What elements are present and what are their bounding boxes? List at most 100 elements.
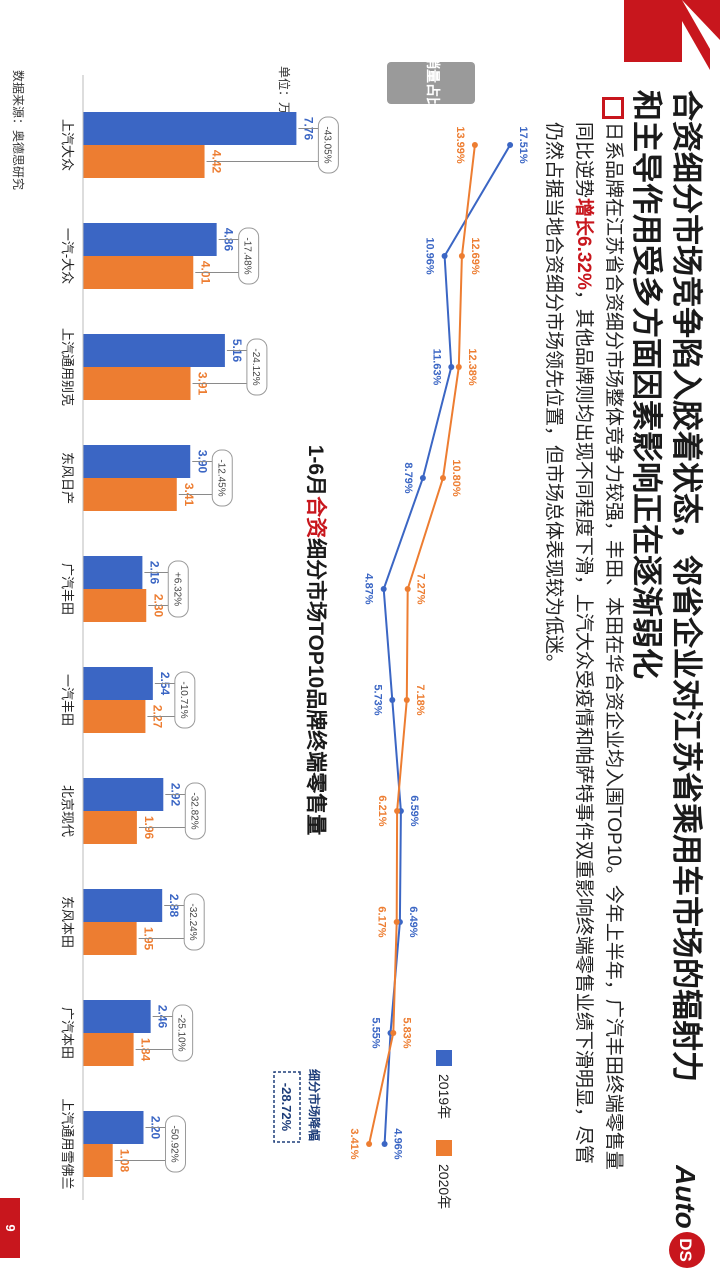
bar-2019: [83, 223, 217, 256]
share-label-2019: 6.49%: [407, 906, 419, 937]
share-point-2020: [455, 364, 462, 370]
growth-pill: [172, 1004, 194, 1062]
page-number: 9: [0, 1198, 20, 1258]
share-point-2020: [471, 142, 478, 148]
category-label: 上汽通用别克: [60, 328, 75, 406]
bar-2019: [82, 667, 153, 700]
share-label-2019: 17.51%: [517, 126, 529, 164]
bar-2020: [83, 256, 194, 289]
share-label-2019: 10.96%: [424, 237, 436, 275]
category-label: 北京现代: [60, 785, 75, 837]
share-badge: [387, 62, 475, 104]
category-label: 东风本田: [60, 896, 75, 948]
segment-change-label: 细分市场降幅: [307, 1069, 322, 1141]
bar-2020: [83, 1144, 113, 1177]
segment-change-box: [273, 1071, 301, 1143]
share-label-2020: 6.17%: [376, 906, 388, 937]
share-point-2020: [440, 475, 446, 481]
bar-2019: [83, 1111, 144, 1144]
share-label-2019: 11.63%: [430, 349, 442, 386]
bar-2019: [83, 112, 297, 145]
bar-2019: [83, 1000, 151, 1033]
bar-2019: [83, 889, 163, 922]
bar-2020: [83, 811, 137, 844]
bar-2020: [82, 145, 205, 178]
growth-label: -43.05%: [321, 126, 332, 163]
bar-2020: [83, 478, 177, 511]
share-label-2019: 5.73%: [371, 684, 383, 715]
share-point-2019: [507, 142, 514, 148]
data-source: 数据来源：奥德思研究: [11, 70, 25, 191]
growth-pill: [183, 893, 205, 951]
legend-label-2019: 2019年: [436, 1074, 452, 1119]
growth-pill: [184, 782, 206, 840]
growth-label: -24.12%: [250, 348, 261, 385]
growth-label: -32.24%: [187, 903, 198, 940]
share-point-2020: [390, 1030, 397, 1036]
legend-swatch-2019: [436, 1050, 452, 1066]
bar-2020: [82, 1033, 134, 1066]
share-label-2020: 7.18%: [414, 684, 426, 715]
category-label: 一汽丰田: [60, 674, 75, 726]
share-badge-label: 销量占比: [425, 55, 441, 111]
growth-pill: [246, 338, 268, 396]
share-label-2019: 5.55%: [370, 1017, 382, 1048]
growth-label: -17.48%: [242, 237, 253, 274]
growth-pill: [211, 449, 233, 507]
growth-pill: [238, 227, 260, 285]
share-label-2020: 10.80%: [450, 459, 462, 497]
category-label: 上汽通用雪佛兰: [60, 1098, 75, 1189]
category-label: 上汽大众: [60, 119, 75, 171]
bar-2019: [82, 778, 164, 811]
bar-2019: [83, 556, 143, 589]
bar-2020: [83, 589, 147, 622]
share-point-2020: [404, 586, 411, 592]
share-label-2020: 12.38%: [466, 348, 478, 386]
unit-label: 单位：万辆: [277, 66, 292, 126]
share-point-2019: [448, 364, 455, 370]
logo-text-auto: Auto: [670, 1165, 701, 1229]
bar-2019: [83, 334, 225, 367]
growth-pill: [165, 1115, 186, 1173]
growth-label: -32.82%: [188, 792, 199, 829]
growth-label: -50.92%: [169, 1125, 180, 1162]
growth-label: -25.10%: [176, 1014, 187, 1051]
share-line-2020: [368, 144, 476, 1145]
growth-pill: [317, 116, 339, 174]
share-point-2020: [458, 253, 465, 259]
category-label: 广汽本田: [60, 1007, 75, 1059]
share-point-2019: [380, 586, 387, 592]
share-line-2019: [382, 144, 511, 1145]
category-label: 广汽丰田: [60, 563, 75, 615]
category-label: 一汽-大众: [60, 228, 75, 284]
bar-2020: [83, 367, 191, 400]
bar-2019: [83, 445, 191, 478]
legend-label-2020: 2020年: [436, 1164, 452, 1209]
growth-pill: [167, 560, 189, 618]
growth-pill: [174, 671, 196, 729]
share-point-2019: [389, 697, 396, 703]
share-point-2019: [381, 1141, 388, 1147]
share-point-2019: [419, 475, 426, 481]
share-label-2019: 4.96%: [392, 1128, 404, 1159]
logo-text-ds: DS: [676, 1238, 695, 1262]
share-point-2019: [441, 253, 448, 259]
growth-label: -12.45%: [215, 459, 226, 496]
autods-logo: Auto DS: [669, 1165, 705, 1268]
legend-swatch-2020: [436, 1140, 452, 1156]
category-label: 东风日产: [60, 452, 75, 504]
share-label-2020: 5.83%: [400, 1017, 412, 1048]
share-point-2020: [393, 919, 400, 925]
share-label-2020: 13.99%: [454, 126, 466, 164]
share-label-2019: 6.59%: [408, 795, 420, 826]
share-point-2020: [394, 808, 401, 814]
growth-label: -10.71%: [178, 681, 189, 718]
share-point-2020: [403, 697, 410, 703]
share-label-2020: 7.27%: [415, 573, 427, 604]
share-point-2020: [366, 1141, 373, 1147]
growth-label: +6.32%: [171, 572, 182, 606]
share-label-2019: 8.79%: [402, 462, 414, 493]
share-label-2020: 3.41%: [348, 1128, 360, 1159]
